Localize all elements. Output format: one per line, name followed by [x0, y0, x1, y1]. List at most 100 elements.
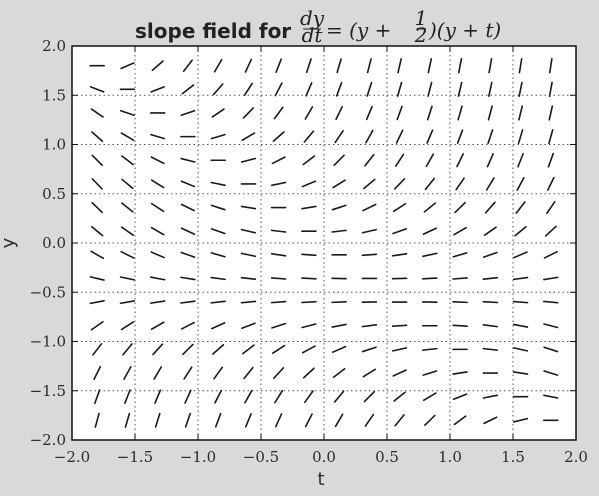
- slope-segment: [546, 176, 555, 191]
- slope-segment: [512, 371, 529, 375]
- slope-segment: [427, 81, 433, 97]
- x-axis-label: t: [317, 469, 324, 490]
- slope-segment: [90, 250, 105, 260]
- slope-segment: [182, 59, 193, 73]
- title-rhs-frac-denominator: 2: [414, 23, 428, 47]
- slope-segment: [488, 81, 493, 97]
- slope-segment: [452, 252, 468, 258]
- slope-segment: [271, 344, 286, 355]
- slope-segment: [150, 202, 165, 213]
- slope-segment: [121, 155, 134, 166]
- slope-segment: [486, 153, 494, 168]
- slope-segment: [512, 276, 529, 281]
- y-tick-label: 1.0: [42, 136, 66, 154]
- slope-segment: [273, 106, 284, 120]
- slope-segment: [150, 226, 165, 236]
- slope-segment: [363, 178, 376, 190]
- slope-segment: [512, 417, 529, 423]
- slope-segment: [270, 181, 287, 187]
- slope-segment: [273, 367, 285, 379]
- slope-segment: [518, 81, 523, 98]
- slope-segment: [122, 343, 133, 356]
- slope-segment: [392, 202, 407, 213]
- slope-segment: [391, 253, 408, 257]
- slope-segment: [335, 81, 343, 97]
- slope-segment: [361, 228, 377, 234]
- slope-segment: [457, 58, 463, 74]
- slope-segment: [92, 343, 103, 356]
- slope-segment: [120, 226, 134, 236]
- slope-segment: [456, 129, 464, 144]
- slope-segment: [123, 366, 132, 380]
- y-tick-label: −0.5: [30, 283, 66, 301]
- slope-segment: [391, 324, 408, 327]
- slope-segment: [241, 322, 256, 330]
- slope-segment: [240, 300, 257, 304]
- slope-segment: [120, 250, 135, 259]
- slope-segment: [240, 276, 257, 280]
- slope-segment: [336, 58, 342, 74]
- slope-segment: [210, 228, 226, 235]
- slope-segment: [363, 390, 376, 403]
- slope-segment: [484, 201, 496, 214]
- slope-segment: [120, 321, 135, 331]
- slope-segment: [547, 152, 554, 168]
- slope-segment: [180, 109, 196, 117]
- slope-segment: [182, 343, 194, 356]
- slope-segment: [210, 276, 226, 281]
- slope-segment: [153, 366, 163, 380]
- title-equation: dy dt = (y + 1 2 )(y + t): [300, 6, 501, 47]
- slope-segment: [91, 131, 104, 143]
- slope-segment: [94, 412, 100, 428]
- slope-segment: [517, 129, 524, 145]
- slope-segment: [210, 181, 226, 187]
- slope-segment: [331, 345, 347, 353]
- slope-segment: [548, 81, 553, 98]
- y-tick-labels: −2.0 −1.5 −1.0 −0.5 0.0 0.5 1.0 1.5 2.0: [30, 37, 66, 449]
- x-tick-label: −1.0: [180, 448, 216, 466]
- slope-segment: [302, 367, 315, 379]
- slope-segment: [452, 324, 468, 327]
- slope-segment: [365, 129, 374, 144]
- slope-segment: [453, 226, 467, 236]
- slope-segment: [212, 343, 225, 355]
- slope-segment: [543, 300, 559, 304]
- slope-segment: [392, 369, 407, 377]
- slope-segment: [543, 394, 559, 399]
- slope-segment: [119, 276, 136, 281]
- slope-segment: [543, 250, 558, 259]
- slope-segment: [150, 251, 165, 259]
- slope-segment: [425, 153, 435, 168]
- y-tick-label: 0.5: [42, 185, 66, 203]
- slope-segment: [150, 321, 165, 331]
- slope-segment: [424, 414, 436, 426]
- slope-segment: [180, 203, 196, 212]
- y-tick-label: 2.0: [42, 37, 66, 55]
- slope-segment: [543, 370, 559, 376]
- slope-segment: [483, 416, 498, 425]
- slope-segment: [210, 133, 226, 140]
- slope-segment: [516, 176, 525, 191]
- slope-segment: [90, 320, 104, 331]
- slope-segment: [452, 371, 468, 375]
- slope-segment: [422, 370, 438, 376]
- slope-segment: [244, 58, 253, 73]
- x-tick-label: 0.5: [375, 448, 399, 466]
- slope-segment: [517, 152, 524, 168]
- slope-segment: [512, 347, 529, 352]
- slope-segment: [181, 84, 195, 95]
- slope-segment: [426, 129, 434, 144]
- slope-segment: [240, 252, 257, 258]
- slope-segment: [271, 156, 286, 165]
- slope-segment: [243, 366, 254, 380]
- slope-segment: [301, 277, 317, 280]
- slope-segment: [331, 204, 347, 211]
- slope-segment: [240, 228, 257, 234]
- slope-segment: [214, 389, 223, 404]
- slope-segment: [391, 347, 408, 352]
- slope-segment: [422, 277, 438, 280]
- slope-segment: [180, 251, 196, 258]
- slope-segment: [272, 131, 285, 143]
- slope-segment: [274, 82, 283, 97]
